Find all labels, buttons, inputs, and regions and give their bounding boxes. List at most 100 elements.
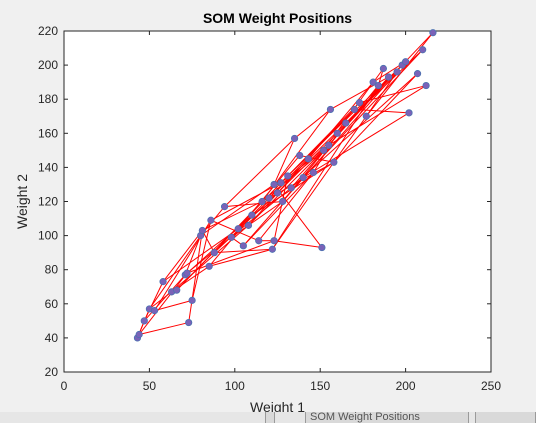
weight-node [270,237,278,245]
weight-node [258,197,266,206]
weight-edge [345,64,403,124]
weight-node [304,155,312,163]
weight-node [255,237,263,245]
weight-edge [201,230,215,253]
y-tick-label: 220 [38,24,58,38]
weight-edge [154,299,193,312]
weight-edge [162,228,239,283]
y-tick-label: 200 [38,58,58,72]
x-tick-label: 200 [396,379,416,393]
weight-node [277,179,285,187]
x-tick-label: 250 [481,379,501,393]
weight-node [413,70,422,78]
weight-node [150,307,159,315]
weight-node [185,318,193,327]
weight-node [384,73,393,81]
weight-edge [138,272,188,335]
weight-node [350,105,358,114]
weight-node [393,68,401,76]
weight-node [227,233,235,241]
weight-edge [273,175,289,241]
weight-edge [271,115,367,250]
weight-node [188,296,196,304]
weight-node [422,81,430,90]
x-tick-label: 150 [310,379,330,393]
weight-edge [224,201,283,208]
y-tick-label: 120 [38,195,58,209]
weight-node [173,286,181,294]
weight-edge [148,235,202,310]
weight-node [296,151,304,160]
weight-node [429,29,437,37]
weight-edge [143,274,186,322]
weight-edge [242,172,314,247]
weight-edge [210,182,282,221]
weight-edge [273,184,323,248]
weight-node [244,221,253,229]
weight-edge [299,154,334,163]
weight-edge [224,138,295,207]
y-axis-label: Weight 2 [14,174,30,229]
y-tick-label: 160 [38,126,58,140]
axis-ticks: 0 50 100 150 200 250 20 40 60 80 100 120 140 160 180 20… [38,24,501,393]
weight-node [325,141,333,149]
weight-node [198,226,206,235]
y-tick-label: 20 [45,365,59,379]
taskbar-item-overflow[interactable] [475,412,536,423]
weight-edge [294,109,331,139]
weight-node [279,197,287,206]
weight-edge [139,322,189,335]
weight-edge [274,240,322,249]
weight-node [135,330,143,339]
weight-node [401,58,410,66]
y-tick-label: 100 [38,229,58,243]
y-tick-label: 80 [45,263,59,277]
weight-node [140,317,148,325]
weight-edge [162,230,203,282]
y-tick-label: 180 [38,92,58,106]
weight-node [330,158,338,166]
weight-node [239,242,247,250]
weight-node [333,129,341,137]
weight-node [405,109,413,117]
weight-node [205,262,213,270]
weight-node [287,184,295,192]
y-tick-label: 60 [45,297,59,311]
x-tick-label: 100 [225,379,245,393]
weight-node [326,105,335,114]
weight-node [248,211,256,219]
weight-edge [333,73,418,163]
weight-edge [191,220,212,301]
weight-node [379,64,387,73]
taskbar-item-som-weight-positions[interactable]: SOM Weight Positions [305,412,469,423]
weight-edge [186,240,275,274]
weight-edge [188,230,203,323]
weight-node [270,180,278,189]
weight-node [342,119,350,127]
x-axis-label: Weight 1 [250,399,305,415]
weight-node [220,203,229,211]
weight-node [362,112,370,120]
weight-node [355,99,364,107]
weight-edge [354,108,410,114]
weight-edges [136,32,434,339]
weight-node [159,278,167,286]
weight-node [284,172,292,180]
weight-edge [214,248,273,254]
weight-node [299,174,307,182]
weight-node [419,46,427,54]
weight-edge [365,71,398,117]
weight-node [273,189,282,197]
weight-node [309,168,317,177]
taskbar-strip: SOM Weight Positions [0,412,536,423]
chart-title: SOM Weight Positions [203,10,352,26]
weight-node [374,81,382,90]
weight-edge [302,112,410,179]
weight-edge [258,172,314,242]
weight-edge [359,85,427,104]
weight-node [369,78,377,86]
y-tick-label: 140 [38,160,58,174]
weight-node [210,249,218,257]
taskbar-item-blank[interactable] [265,412,275,423]
weight-edge [171,224,249,293]
